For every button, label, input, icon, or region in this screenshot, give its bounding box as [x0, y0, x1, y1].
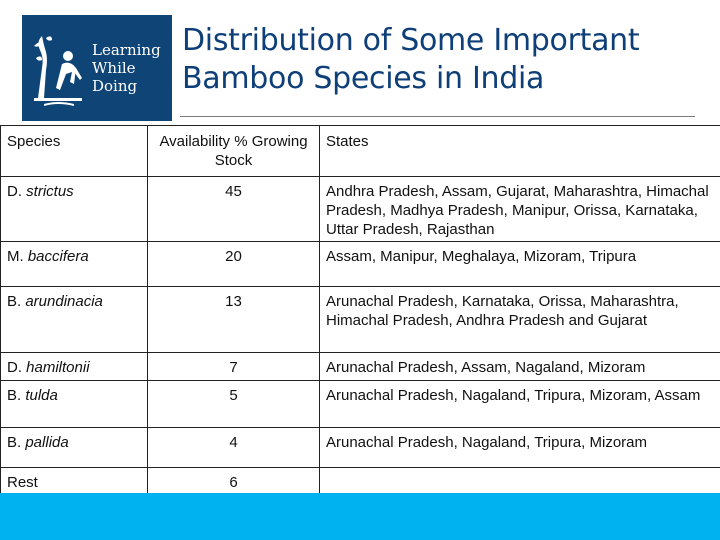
- learning-while-doing-logo: Learning While Doing: [22, 15, 172, 121]
- species-cell: Rest: [0, 467, 148, 494]
- species-cell: D. strictus: [0, 176, 148, 242]
- logo-line-2: While: [92, 59, 136, 77]
- availability-cell: 5: [147, 380, 320, 428]
- states-cell: Arunachal Pradesh, Nagaland, Tripura, Mi…: [319, 427, 720, 468]
- species-cell: B. pallida: [0, 427, 148, 468]
- genus-abbrev: B.: [7, 387, 26, 404]
- table-row: B. arundinacia 13 Arunachal Pradesh, Kar…: [0, 286, 720, 353]
- title-line-1: Distribution of Some Important: [182, 23, 640, 58]
- species-name: tulda: [25, 387, 58, 404]
- footer-bar: [0, 493, 720, 540]
- states-cell: Arunachal Pradesh, Assam, Nagaland, Mizo…: [319, 352, 720, 381]
- species-cell: M. baccifera: [0, 241, 148, 287]
- table-row: B. tulda 5 Arunachal Pradesh, Nagaland, …: [0, 380, 720, 428]
- states-cell: Arunachal Pradesh, Nagaland, Tripura, Mi…: [319, 380, 720, 428]
- table-row: B. pallida 4 Arunachal Pradesh, Nagaland…: [0, 427, 720, 468]
- table-row: Rest 6: [0, 467, 720, 494]
- header-availability: Availability % Growing Stock: [147, 125, 320, 177]
- species-cell: D. hamiltonii: [0, 352, 148, 381]
- table-row: D. strictus 45 Andhra Pradesh, Assam, Gu…: [0, 176, 720, 242]
- logo-line-3: Doing: [92, 77, 138, 95]
- table-container: Species Availability % Growing Stock Sta…: [0, 125, 720, 494]
- slide-title: Distribution of Some Important Bamboo Sp…: [182, 22, 712, 98]
- genus-abbrev: M.: [7, 248, 28, 265]
- table-row: M. baccifera 20 Assam, Manipur, Meghalay…: [0, 241, 720, 287]
- species-name: strictus: [26, 183, 74, 200]
- species-cell: B. tulda: [0, 380, 148, 428]
- genus-abbrev: D.: [7, 359, 27, 376]
- availability-cell: 45: [147, 176, 320, 242]
- species-name: arundinacia: [25, 293, 103, 310]
- logo-line-1: Learning: [92, 41, 161, 59]
- availability-cell: 6: [147, 467, 320, 494]
- states-cell: Arunachal Pradesh, Karnataka, Orissa, Ma…: [319, 286, 720, 353]
- species-name: pallida: [25, 434, 69, 451]
- genus-abbrev: D.: [7, 183, 27, 200]
- logo-text: Learning While Doing: [92, 41, 161, 95]
- bamboo-species-table: Species Availability % Growing Stock Sta…: [0, 125, 720, 494]
- header-species: Species: [0, 125, 148, 177]
- states-cell: Andhra Pradesh, Assam, Gujarat, Maharash…: [319, 176, 720, 242]
- header: Learning While Doing Distribution of Som…: [0, 0, 720, 125]
- availability-cell: 7: [147, 352, 320, 381]
- states-cell: Assam, Manipur, Meghalaya, Mizoram, Trip…: [319, 241, 720, 287]
- genus-abbrev: B.: [7, 293, 26, 310]
- genus-abbrev: B.: [7, 434, 26, 451]
- table-row: D. hamiltonii 7 Arunachal Pradesh, Assam…: [0, 352, 720, 381]
- title-line-2: Bamboo Species in India: [182, 61, 545, 96]
- species-name: baccifera: [27, 248, 89, 265]
- availability-cell: 20: [147, 241, 320, 287]
- species-name: hamiltonii: [26, 359, 90, 376]
- species-cell: B. arundinacia: [0, 286, 148, 353]
- header-states: States: [319, 125, 720, 177]
- availability-cell: 4: [147, 427, 320, 468]
- farmer-plant-icon: [34, 36, 82, 106]
- table-header-row: Species Availability % Growing Stock Sta…: [0, 125, 720, 177]
- states-cell: [319, 467, 720, 494]
- title-divider: [180, 116, 695, 117]
- availability-cell: 13: [147, 286, 320, 353]
- species-name: Rest: [7, 474, 38, 491]
